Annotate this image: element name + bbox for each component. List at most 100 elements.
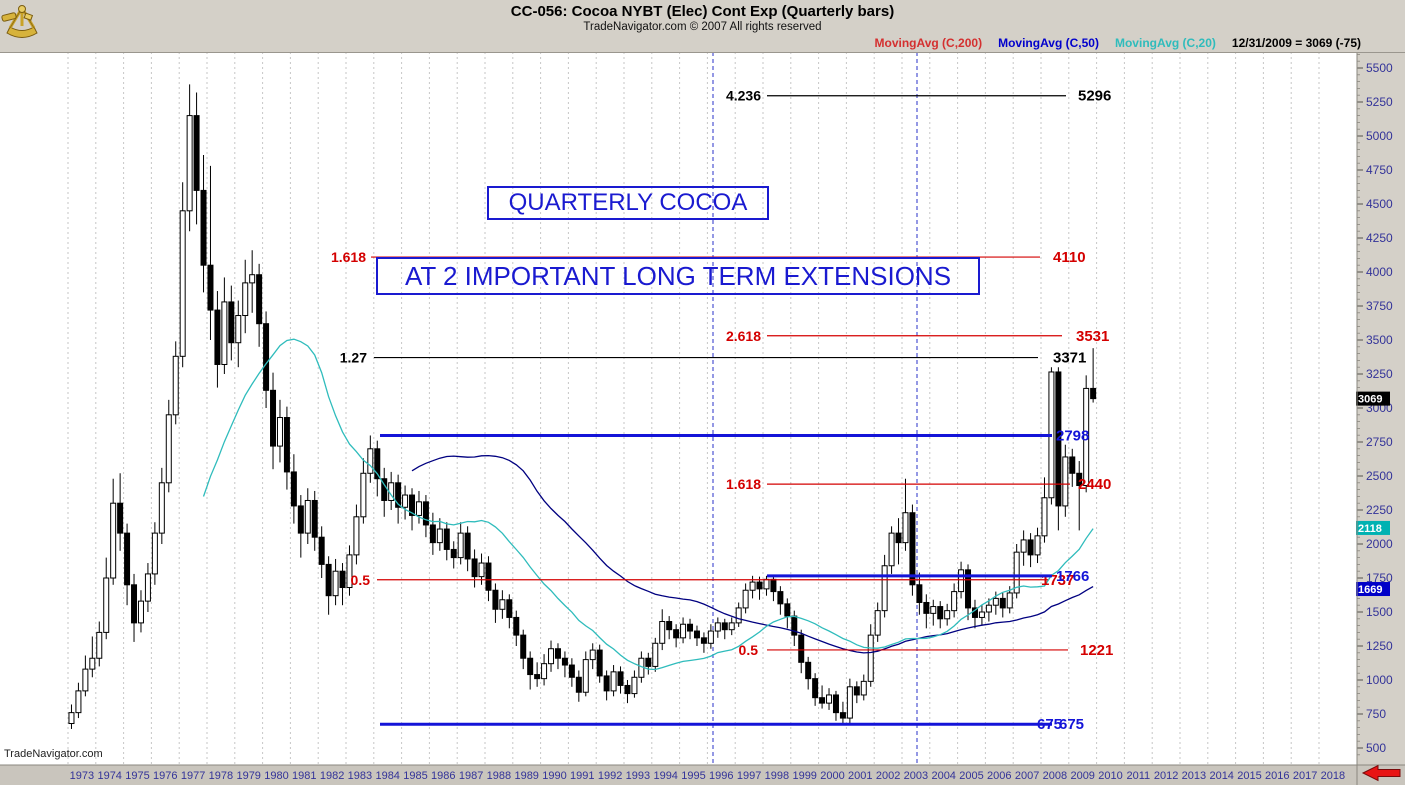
y-axis: 5007501000125015001750200022502500275030… [1357,47,1393,756]
candle-body [464,532,471,560]
candle-body [700,637,707,644]
fib-ratio-label: 1.618 [726,476,761,492]
candle-body [158,482,165,534]
moving-average-line[interactable] [411,454,1094,654]
candle-body [916,584,923,603]
year-label: 1978 [209,770,233,782]
candle-body [395,482,402,508]
year-label: 2000 [820,770,844,782]
legend-movingavg-20[interactable]: MovingAvg (C,20) [1114,36,1216,50]
year-label: 2018 [1321,770,1345,782]
candle-body [735,607,742,624]
candle-body [422,501,429,526]
candle-body [645,657,652,667]
candle-body [332,570,339,597]
fib-ratio-label: 1.618 [331,249,366,265]
price-tag [1356,520,1390,535]
candle-body [263,323,270,391]
year-label: 2012 [1154,770,1178,782]
candle-body [798,634,805,663]
svg-text:5500: 5500 [1366,61,1393,75]
candle-body [1062,456,1069,507]
candle-body [888,532,895,567]
candle-body [999,597,1006,609]
copyright-subtitle: TradeNavigator.com © 2007 All rights res… [583,21,822,33]
year-label: 2002 [876,770,900,782]
candle-body [290,471,297,507]
year-label: 1996 [709,770,733,782]
year-label: 2017 [1293,770,1317,782]
year-label: 1990 [542,770,566,782]
year-label: 2003 [904,770,928,782]
candle-body [568,664,575,678]
sextant-logo-icon[interactable] [1,2,43,42]
candle-body [513,616,520,636]
support-value-label: 675 [1059,716,1084,733]
candle-body [297,505,304,534]
candle-body [728,622,735,631]
annotation-quarterly-cocoa[interactable]: QUARTERLY COCOA [487,186,769,220]
candle-body [242,282,249,317]
candle-body [978,611,985,618]
year-label: 2008 [1043,770,1067,782]
candle-body [909,512,916,586]
candle-body [951,591,958,612]
year-label: 2014 [1209,770,1233,782]
moving-average-line[interactable] [202,338,1094,671]
candle-body [360,472,367,518]
fibonacci-extension-lines[interactable]: 4.236 5296 1.618 4110 2.618 3531 1.27 3371 1.618… [331,88,1113,659]
candle-body [839,712,846,719]
candle-body [214,309,221,365]
y-axis-panel [1357,52,1405,765]
candle-body [96,631,103,659]
year-gridlines [67,52,1320,765]
candle-body [819,697,826,704]
candle-body [902,512,909,544]
candle-body [596,649,603,677]
svg-text:2118: 2118 [1358,523,1382,535]
candle-body [881,565,888,612]
candle-body [137,600,144,624]
year-label: 2010 [1098,770,1122,782]
cycle-timing-lines[interactable] [712,52,918,765]
last-quote-readout: 12/31/2009 = 3069 (-75) [1231,36,1361,50]
candle-body [832,694,839,714]
annotation-extensions[interactable]: AT 2 IMPORTANT LONG TERM EXTENSIONS [376,257,980,295]
support-value-label: 1766 [1056,568,1089,585]
candle-body [172,355,179,416]
support-value-label: 675 [1037,716,1062,733]
legend-movingavg-200[interactable]: MovingAvg (C,200) [874,36,983,50]
candle-body [930,606,937,614]
candle-body [777,591,784,605]
year-label: 2005 [959,770,983,782]
candle-body [520,634,527,659]
candle-body [110,502,117,579]
candle-body [756,581,763,590]
fib-ratio-label: 0.5 [739,642,759,658]
svg-text:3069: 3069 [1358,394,1382,406]
scroll-left-arrow-icon[interactable] [1361,764,1401,782]
candle-body [1020,539,1027,553]
legend-movingavg-50[interactable]: MovingAvg (C,50) [998,36,1099,50]
candle-body [1090,387,1097,400]
year-label: 1984 [375,770,399,782]
candle-body [89,657,96,670]
candle-body [895,532,902,544]
candle-body [353,516,360,556]
candle-body [450,548,457,559]
candle-body [992,597,999,606]
svg-text:2000: 2000 [1366,537,1393,551]
year-label: 2001 [848,770,872,782]
year-label: 1981 [292,770,316,782]
candle-body [117,502,124,534]
candle-body [673,629,680,639]
fib-ratio-label: 2.618 [726,328,761,344]
price-tag [1356,582,1390,597]
candle-body [485,562,492,591]
candle-body [471,558,478,578]
year-label: 1973 [70,770,94,782]
candle-body [270,389,277,447]
year-label: 1974 [97,770,121,782]
year-label: 1999 [792,770,816,782]
